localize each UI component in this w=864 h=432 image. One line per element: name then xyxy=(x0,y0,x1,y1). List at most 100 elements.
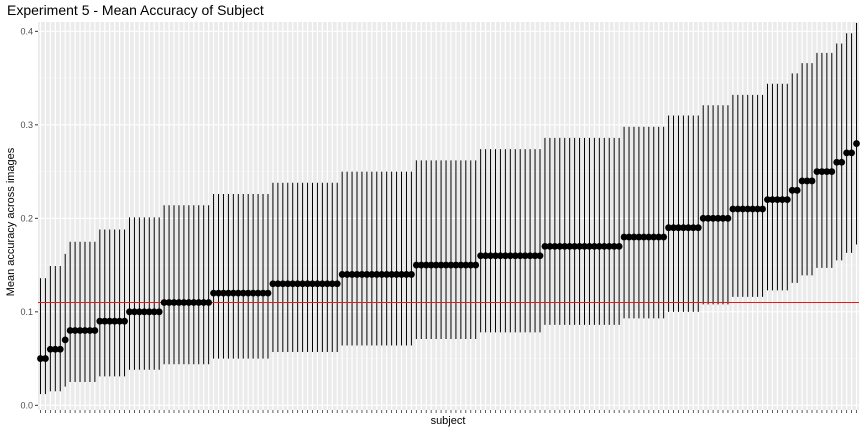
data-point xyxy=(630,233,638,241)
data-point xyxy=(150,308,158,316)
data-point xyxy=(101,317,109,325)
data-point xyxy=(165,299,173,306)
data-point xyxy=(694,224,702,232)
data-point xyxy=(254,289,262,297)
data-point xyxy=(467,261,475,269)
data-point xyxy=(358,271,366,278)
data-point xyxy=(788,186,796,194)
data-point xyxy=(447,261,455,269)
data-point xyxy=(764,196,771,204)
data-point xyxy=(501,252,509,260)
data-point xyxy=(200,299,208,306)
data-point xyxy=(249,289,257,297)
data-point xyxy=(536,252,544,260)
data-point xyxy=(373,271,381,278)
data-point xyxy=(403,271,410,278)
data-point xyxy=(526,252,534,260)
data-point xyxy=(773,196,781,204)
data-point xyxy=(838,158,846,166)
data-point xyxy=(551,242,559,250)
chart-title: Experiment 5 - Mean Accuracy of Subject xyxy=(7,2,264,18)
data-point xyxy=(576,242,583,250)
data-point xyxy=(759,205,766,213)
data-point xyxy=(511,252,519,260)
data-point xyxy=(220,289,227,297)
data-point xyxy=(462,261,470,269)
data-point xyxy=(615,242,623,250)
plot-panel xyxy=(38,22,859,410)
data-point xyxy=(432,261,440,269)
data-point xyxy=(640,233,648,241)
data-point xyxy=(229,289,237,297)
data-point xyxy=(506,252,514,260)
data-point xyxy=(798,177,806,185)
data-point xyxy=(37,355,44,362)
data-point xyxy=(492,252,499,260)
data-point xyxy=(635,233,643,241)
y-tick-label: 0.1 xyxy=(20,307,33,317)
data-point xyxy=(56,345,64,353)
data-point xyxy=(96,317,104,325)
data-point xyxy=(571,242,579,250)
data-point xyxy=(546,242,554,250)
data-point xyxy=(71,327,79,334)
data-point xyxy=(689,224,697,232)
data-point xyxy=(294,280,302,288)
data-point xyxy=(813,168,821,175)
data-point xyxy=(160,299,168,306)
data-point xyxy=(383,271,391,278)
data-point xyxy=(595,242,603,250)
data-point xyxy=(665,224,672,232)
data-point xyxy=(140,308,148,316)
data-point xyxy=(625,233,633,241)
data-point xyxy=(106,317,114,325)
data-point xyxy=(600,242,608,250)
data-point xyxy=(452,261,460,269)
data-point xyxy=(328,280,336,288)
data-point xyxy=(457,261,465,269)
data-point xyxy=(853,140,860,147)
data-point xyxy=(521,252,529,260)
data-point xyxy=(566,242,574,250)
data-point xyxy=(645,233,653,241)
data-point xyxy=(754,205,762,213)
data-point xyxy=(155,308,163,316)
data-point xyxy=(378,271,386,278)
data-point xyxy=(131,308,138,316)
data-point xyxy=(581,242,588,250)
data-point xyxy=(86,327,94,334)
data-point xyxy=(91,327,99,334)
data-point xyxy=(225,289,232,297)
data-point xyxy=(210,289,217,297)
data-point xyxy=(610,242,618,250)
data-point xyxy=(749,205,757,213)
data-point xyxy=(284,280,292,288)
data-point xyxy=(234,289,242,297)
data-point xyxy=(274,280,282,288)
data-point xyxy=(318,280,326,288)
data-point xyxy=(541,242,549,250)
data-point xyxy=(363,271,371,278)
data-point xyxy=(264,289,272,297)
data-point xyxy=(427,261,435,269)
data-point xyxy=(388,271,396,278)
data-point xyxy=(185,299,193,306)
data-point xyxy=(180,299,188,306)
data-point xyxy=(61,336,69,344)
data-point xyxy=(348,271,356,278)
data-point xyxy=(793,186,801,194)
data-point xyxy=(121,317,128,325)
data-point xyxy=(42,355,49,362)
data-point xyxy=(714,214,722,222)
data-point xyxy=(116,317,124,325)
data-point xyxy=(650,233,658,241)
data-point xyxy=(408,271,415,278)
data-point xyxy=(516,252,524,260)
y-axis-title: Mean accuracy across images xyxy=(5,147,17,296)
data-point xyxy=(833,158,841,166)
data-point xyxy=(675,224,682,232)
data-point xyxy=(323,280,331,288)
data-point xyxy=(145,308,153,316)
data-point xyxy=(497,252,504,260)
data-point xyxy=(848,149,855,157)
